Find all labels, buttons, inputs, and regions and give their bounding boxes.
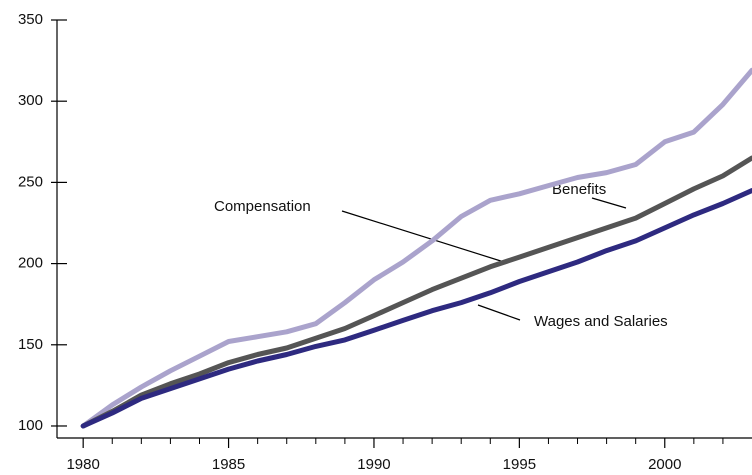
series-annotation: Wages and Salaries [534,313,668,330]
y-tick-label: 300 [18,92,43,109]
leader-line [341,210,505,263]
x-tick-label: 1995 [503,456,536,473]
y-tick-label: 150 [18,336,43,353]
y-tick-label: 350 [18,11,43,28]
x-tick-label: 1980 [66,456,99,473]
y-tick-label: 100 [18,417,43,434]
x-tick-label: 1990 [357,456,390,473]
y-tick-label: 200 [18,255,43,272]
series-annotation: Benefits [552,181,606,198]
series-line [80,67,752,429]
series-line [80,155,752,429]
x-tick-label: 1985 [212,456,245,473]
y-tick-label: 250 [18,173,43,190]
leader-line [591,197,627,209]
leader-line [477,304,521,321]
x-tick-label: 2000 [648,456,681,473]
series-annotation: Compensation [214,198,311,215]
series-line [80,188,752,429]
